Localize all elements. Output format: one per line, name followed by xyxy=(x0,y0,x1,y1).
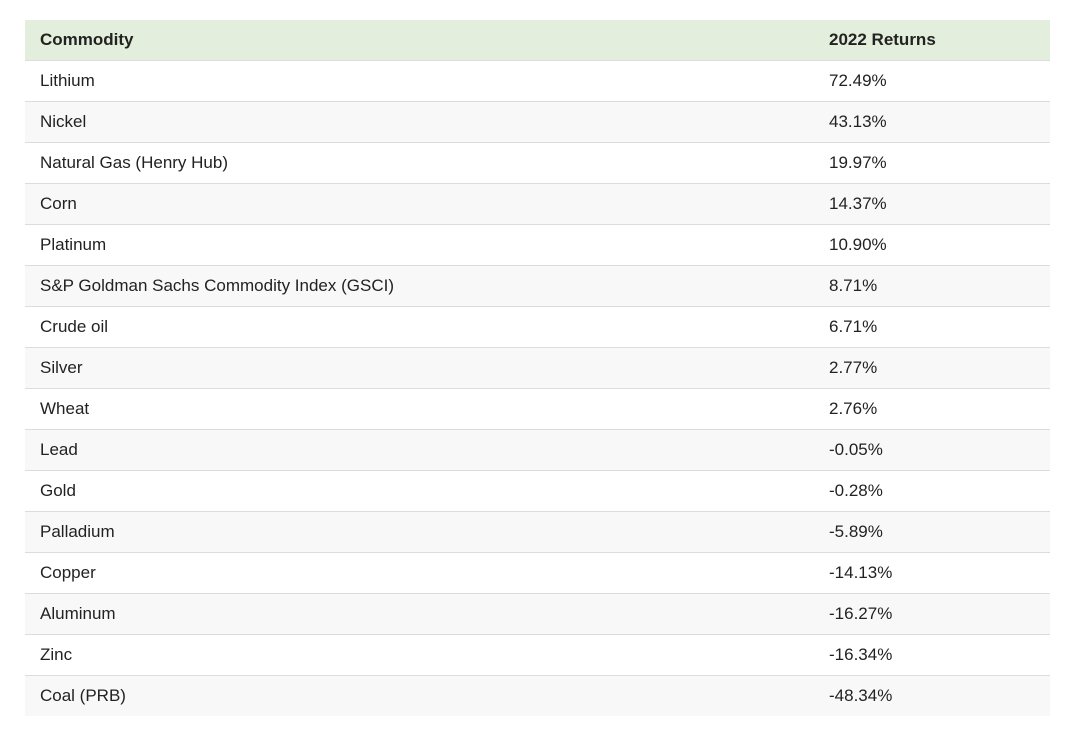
returns-cell: 2.77% xyxy=(829,357,878,377)
returns-cell: 19.97% xyxy=(829,152,887,172)
returns-cell: -16.27% xyxy=(829,603,893,623)
commodity-cell: Corn xyxy=(40,193,77,213)
returns-cell: 14.37% xyxy=(829,193,887,213)
commodity-cell: Zinc xyxy=(40,644,73,664)
commodity-cell: Gold xyxy=(40,480,76,500)
returns-cell: 72.49% xyxy=(829,70,887,90)
commodity-cell: Platinum xyxy=(40,234,107,254)
table-row: Coal (PRB) -48.34% xyxy=(25,675,1050,716)
commodity-cell: Aluminum xyxy=(40,603,116,623)
table-header: Commodity 2022 Returns xyxy=(25,20,1050,61)
returns-cell: 6.71% xyxy=(829,316,878,336)
column-header-returns: 2022 Returns xyxy=(814,20,1050,61)
commodity-cell: Wheat xyxy=(40,398,90,418)
commodity-cell: Palladium xyxy=(40,521,115,541)
returns-cell: -48.34% xyxy=(829,685,893,705)
commodity-cell: Lithium xyxy=(40,70,95,90)
returns-cell: 10.90% xyxy=(829,234,887,254)
returns-cell: -0.28% xyxy=(829,480,883,500)
header-row: Commodity 2022 Returns xyxy=(25,20,1050,61)
commodity-cell: Lead xyxy=(40,439,78,459)
commodity-cell: Silver xyxy=(40,357,83,377)
returns-cell: -0.05% xyxy=(829,439,883,459)
column-header-commodity: Commodity xyxy=(25,20,814,61)
commodity-cell: Copper xyxy=(40,562,96,582)
table-row: Natural Gas (Henry Hub) 19.97% xyxy=(25,142,1050,183)
table-row: Wheat 2.76% xyxy=(25,388,1050,429)
table-row: Platinum 10.90% xyxy=(25,224,1050,265)
returns-cell: 8.71% xyxy=(829,275,878,295)
returns-cell: -5.89% xyxy=(829,521,883,541)
commodity-cell: Natural Gas (Henry Hub) xyxy=(40,152,229,172)
commodity-cell: Crude oil xyxy=(40,316,109,336)
returns-cell: -14.13% xyxy=(829,562,893,582)
table-row: Copper -14.13% xyxy=(25,552,1050,593)
table-row: Zinc -16.34% xyxy=(25,634,1050,675)
table-row: Gold -0.28% xyxy=(25,470,1050,511)
commodity-cell: Coal (PRB) xyxy=(40,685,126,705)
table-row: Crude oil 6.71% xyxy=(25,306,1050,347)
table-row: S&P Goldman Sachs Commodity Index (GSCI)… xyxy=(25,265,1050,306)
table-row: Lead -0.05% xyxy=(25,429,1050,470)
table-row: Nickel 43.13% xyxy=(25,101,1050,142)
table-row: Palladium -5.89% xyxy=(25,511,1050,552)
commodity-returns-table-container: Commodity 2022 Returns Lithium 72.49% Ni… xyxy=(25,20,1050,716)
table-row: Lithium 72.49% xyxy=(25,60,1050,101)
commodity-returns-table: Commodity 2022 Returns Lithium 72.49% Ni… xyxy=(25,20,1050,716)
table-body: Lithium 72.49% Nickel 43.13% Natural Gas… xyxy=(25,60,1050,716)
table-row: Corn 14.37% xyxy=(25,183,1050,224)
returns-cell: -16.34% xyxy=(829,644,893,664)
returns-cell: 43.13% xyxy=(829,111,887,131)
commodity-cell: S&P Goldman Sachs Commodity Index (GSCI) xyxy=(40,275,394,295)
returns-cell: 2.76% xyxy=(829,398,878,418)
table-row: Aluminum -16.27% xyxy=(25,593,1050,634)
commodity-cell: Nickel xyxy=(40,111,87,131)
table-row: Silver 2.77% xyxy=(25,347,1050,388)
